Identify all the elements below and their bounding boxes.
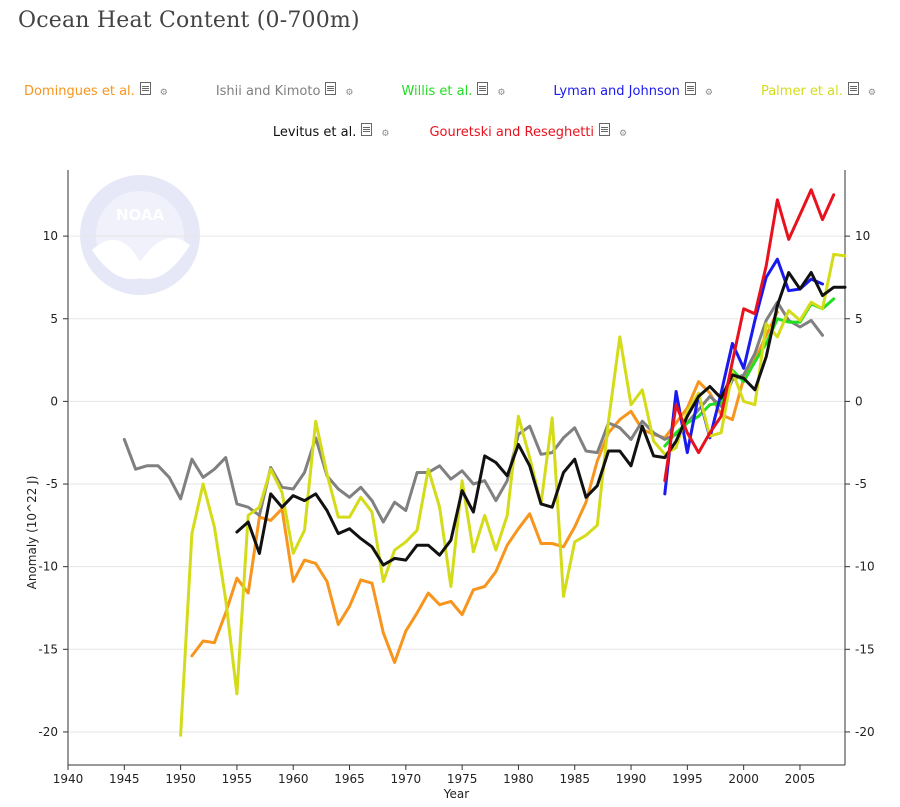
y-tick-label-right: -10 [855,560,875,574]
legend-item-lyman[interactable]: Lyman and Johnson ⚙ [553,82,713,99]
legend-item-ishii[interactable]: Ishii and Kimoto ⚙ [215,82,354,99]
legend-item-palmer[interactable]: Palmer et al. ⚙ [760,82,876,99]
legend-item-levitus[interactable]: Levitus et al. ⚙ [272,123,390,140]
y-tick-label-right: -20 [855,725,875,739]
document-icon[interactable] [684,82,696,95]
x-tick-label: 1945 [109,772,140,786]
x-tick-label: 1985 [559,772,590,786]
series-line-lyman-and-johnson [663,257,824,496]
legend-label-willis: Willis et al. [401,84,473,99]
x-tick-label: 1960 [278,772,309,786]
x-tick-label: 1970 [391,772,422,786]
legend-label-gouretski: Gouretski and Reseghetti [429,125,595,140]
x-tick-label: 1965 [334,772,365,786]
y-tick-label-left: -20 [38,725,58,739]
legend-label-palmer: Palmer et al. [760,84,843,99]
x-tick-label: 1995 [672,772,703,786]
gear-icon[interactable]: ⚙ [345,87,354,98]
x-tick-label: 2005 [785,772,816,786]
y-tick-label-left: 0 [50,394,58,408]
y-tick-label-right: 5 [855,312,863,326]
y-tick-label-right: 10 [855,229,870,243]
legend-row-2: Levitus et al. ⚙ Gouretski and Reseghett… [0,123,900,140]
document-icon[interactable] [361,123,373,136]
document-icon[interactable] [139,82,151,95]
y-tick-label-left: 5 [50,312,58,326]
document-icon[interactable] [325,82,337,95]
legend-label-domingues: Domingues et al. [23,84,135,99]
document-icon[interactable] [477,82,489,95]
gear-icon[interactable]: ⚙ [381,128,390,139]
gear-icon[interactable]: ⚙ [704,87,713,98]
x-tick-label: 1955 [222,772,253,786]
series-line-ishii-and-kimoto [122,300,824,524]
noaa-logo-watermark: NOAA [80,175,200,295]
legend-item-willis[interactable]: Willis et al. ⚙ [401,82,506,99]
x-tick-label: 1940 [53,772,84,786]
legend-label-ishii: Ishii and Kimoto [215,84,321,99]
gear-icon[interactable]: ⚙ [159,87,168,98]
x-tick-label: 1975 [447,772,478,786]
y-tick-label-left: -15 [38,642,58,656]
x-tick-label: 1990 [616,772,647,786]
gear-icon[interactable]: ⚙ [619,128,628,139]
y-tick-label-right: -5 [855,477,867,491]
y-tick-label-left: 10 [43,229,58,243]
gear-icon[interactable]: ⚙ [497,87,506,98]
x-tick-label: 1950 [165,772,196,786]
y-axis-label: Anomaly (10^22 J) [25,476,39,590]
series-line-palmer-et-al- [179,252,847,737]
series-line-gouretski-and-reseghetti [663,188,836,483]
document-icon[interactable] [599,123,611,136]
legend-item-domingues[interactable]: Domingues et al. ⚙ [23,82,168,99]
series-line-levitus-et-al- [235,271,847,567]
y-tick-label-right: -15 [855,642,875,656]
legend-label-levitus: Levitus et al. [272,125,357,140]
document-icon[interactable] [847,82,859,95]
y-tick-label-left: -5 [46,477,58,491]
x-axis-label: Year [443,787,469,801]
y-tick-label-right: 0 [855,394,863,408]
legend-item-gouretski[interactable]: Gouretski and Reseghetti ⚙ [429,123,628,140]
legend-label-lyman: Lyman and Johnson [553,84,680,99]
x-tick-label: 2000 [728,772,759,786]
x-tick-label: 1980 [503,772,534,786]
chart-title: Ocean Heat Content (0-700m) [18,8,360,33]
gear-icon[interactable]: ⚙ [867,87,876,98]
y-tick-label-left: -10 [38,560,58,574]
watermark-text: NOAA [116,206,165,224]
legend-row-1: Domingues et al. ⚙ Ishii and Kimoto ⚙ Wi… [0,82,900,99]
